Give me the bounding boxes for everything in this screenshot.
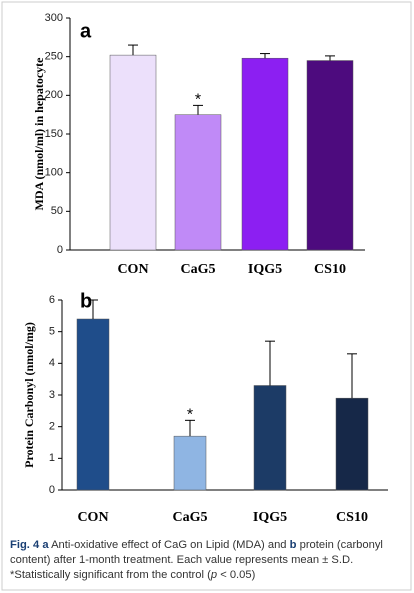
y-axis-label: Protein Carbonyl (nmol/mg) xyxy=(22,322,36,468)
caption-p: p xyxy=(210,569,218,581)
x-tick-label: IQG5 xyxy=(253,510,287,525)
y-tick-label: 4 xyxy=(49,357,55,369)
bar xyxy=(173,435,207,491)
y-tick-label: 1 xyxy=(49,452,55,464)
y-tick-label: 100 xyxy=(45,167,63,179)
y-tick-label: 250 xyxy=(45,51,63,63)
y-axis-label: MDA (nmol/ml) in hepatocyte xyxy=(32,57,46,211)
x-tick-label: CS10 xyxy=(336,510,368,525)
caption-b: b xyxy=(289,539,297,551)
bar xyxy=(109,54,157,251)
x-tick-label: CON xyxy=(77,510,108,525)
x-tick-label: CS10 xyxy=(314,262,346,277)
significance-star: * xyxy=(187,407,193,424)
bar xyxy=(306,60,354,251)
panel-label: b xyxy=(80,290,92,312)
bar xyxy=(241,57,289,251)
y-tick-label: 6 xyxy=(49,294,55,306)
y-tick-label: 200 xyxy=(45,89,63,101)
y-tick-label: 5 xyxy=(49,326,55,338)
panel-label: a xyxy=(80,20,92,42)
bar xyxy=(253,385,287,491)
caption-fig: Fig. 4 xyxy=(10,539,40,551)
y-tick-label: 300 xyxy=(45,12,63,24)
y-tick-label: 0 xyxy=(49,484,55,496)
x-tick-label: CaG5 xyxy=(173,510,208,525)
bar xyxy=(76,318,110,491)
bar xyxy=(174,114,222,251)
x-tick-label: CON xyxy=(117,262,148,277)
bar xyxy=(335,397,369,491)
y-tick-label: 150 xyxy=(45,128,63,140)
x-tick-label: CaG5 xyxy=(181,262,216,277)
caption-text: protein (carbonyl content) after 1-month… xyxy=(10,539,383,581)
caption-a: a xyxy=(42,539,49,551)
caption-text: Anti-oxidative effect of CaG on Lipid (M… xyxy=(51,539,287,551)
significance-star: * xyxy=(195,92,201,109)
y-tick-label: 50 xyxy=(51,205,63,217)
x-tick-label: IQG5 xyxy=(248,262,282,277)
y-tick-label: 0 xyxy=(57,244,63,256)
y-tick-label: 3 xyxy=(49,389,55,401)
caption: Fig. 4 a Anti-oxidative effect of CaG on… xyxy=(10,538,400,583)
caption-text: < 0.05) xyxy=(220,569,256,581)
y-tick-label: 2 xyxy=(49,421,55,433)
